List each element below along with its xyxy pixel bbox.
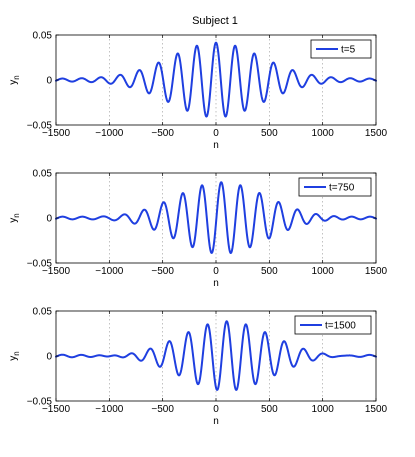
subplot-1: −1500 −1000 −500 0 500 1000 1500 −0.05 0 0.05 n yn t… <box>8 31 388 152</box>
series-line-t=750 <box>55 181 377 255</box>
y-tick-label: 0 <box>46 76 52 87</box>
y-tick-label: −0.05 <box>27 121 53 132</box>
x-tick-label: −1000 <box>95 404 124 415</box>
x-tick-label: −500 <box>151 266 174 277</box>
y-tick-label: 0 <box>46 214 52 225</box>
legend: t=1500 <box>294 315 372 335</box>
subplot-3: −1500 −1000 −500 0 500 1000 1500 −0.05 0 0.05 n yn t… <box>8 307 388 428</box>
legend-label: t=1500 <box>325 321 356 332</box>
x-tick-label: 0 <box>213 404 219 415</box>
x-tick-label: −500 <box>151 128 174 139</box>
legend-label: t=5 <box>341 45 356 56</box>
series-line-t=5 <box>55 41 377 118</box>
x-tick-label: −1000 <box>95 128 124 139</box>
series-line-t=1500 <box>55 320 377 391</box>
x-tick-label: −1500 <box>42 128 71 139</box>
x-tick-label: −1500 <box>42 266 71 277</box>
legend: t=750 <box>298 177 372 197</box>
y-tick-label: 0.05 <box>33 169 53 180</box>
subplot-2: −1500 −1000 −500 0 500 1000 1500 −0.05 0 0.05 n yn t… <box>8 169 388 290</box>
x-tick-label: 1000 <box>312 266 335 277</box>
x-tick-label: −1500 <box>42 404 71 415</box>
x-tick-label: 1000 <box>312 128 335 139</box>
y-axis-label: yn <box>8 351 21 360</box>
x-tick-label: 1500 <box>365 404 388 415</box>
x-tick-label: −500 <box>151 404 174 415</box>
x-tick-label: 0 <box>213 128 219 139</box>
legend-label: t=750 <box>329 183 355 194</box>
y-tick-label: 0.05 <box>33 31 53 42</box>
x-tick-label: 0 <box>213 266 219 277</box>
y-tick-label: −0.05 <box>27 397 53 408</box>
figure-title: Subject 1 <box>192 15 238 27</box>
x-tick-label: 1500 <box>365 266 388 277</box>
legend-box <box>310 39 372 59</box>
y-tick-label: 0.05 <box>33 307 53 318</box>
x-axis-label: n <box>213 416 219 427</box>
legend: t=5 <box>310 39 372 59</box>
x-tick-label: 500 <box>261 404 278 415</box>
x-axis-label: n <box>213 140 219 151</box>
legend-box <box>294 315 372 335</box>
y-tick-label: 0 <box>46 352 52 363</box>
y-axis-label: yn <box>8 213 21 222</box>
x-tick-label: 1000 <box>312 404 335 415</box>
y-tick-label: −0.05 <box>27 259 53 270</box>
x-tick-label: −1000 <box>95 266 124 277</box>
y-axis-label: yn <box>8 75 21 84</box>
x-axis-label: n <box>213 278 219 289</box>
legend-box <box>298 177 372 197</box>
x-tick-label: 1500 <box>365 128 388 139</box>
x-tick-label: 500 <box>261 128 278 139</box>
x-tick-label: 500 <box>261 266 278 277</box>
